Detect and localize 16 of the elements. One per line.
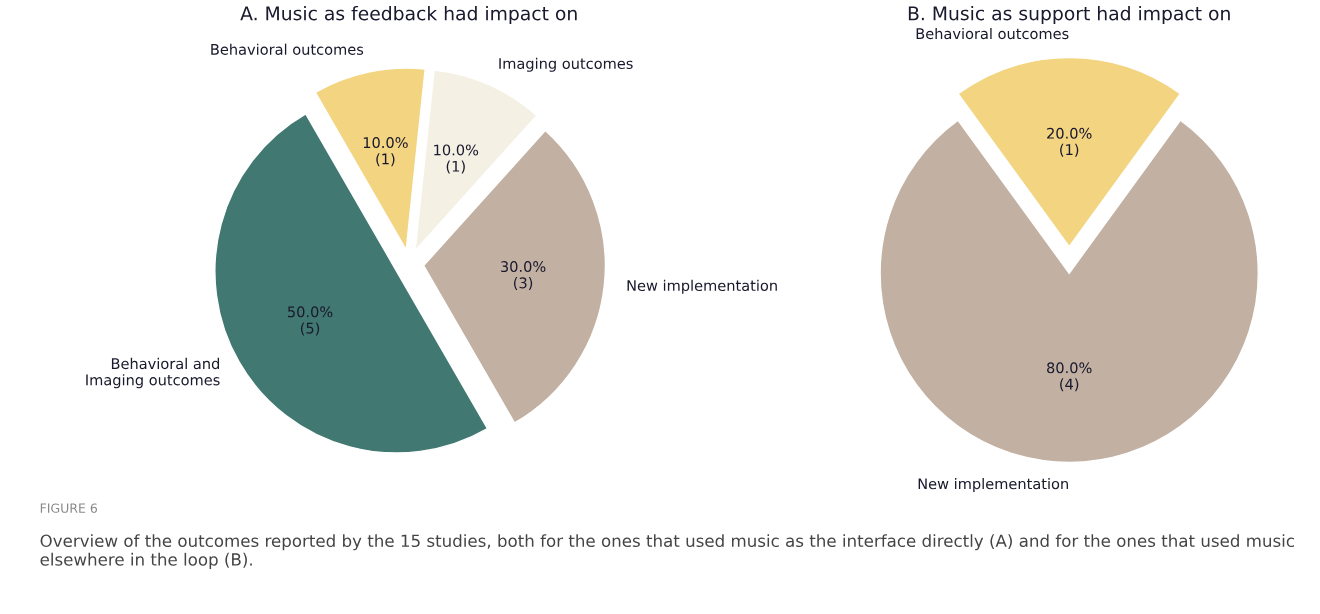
data-label: 20.0% (1) <box>1047 127 1092 157</box>
slice-label: Behavioral and Imaging outcomes <box>86 357 220 389</box>
slice-label: New implementation <box>627 279 777 294</box>
slice-label: Imaging outcomes <box>499 57 633 72</box>
slice-label: Behavioral outcomes <box>211 43 364 55</box>
chart-title: A. Music as feedback had impact on <box>240 5 577 25</box>
text: Overview of the outcomes reported by the 15 studies, both for the ones that used music as the interface directly (A) and for the ones that used music elsewhere in the loop (B). <box>40 534 1294 569</box>
chart-title: B. Music as support had impact on <box>908 5 1230 25</box>
data-label: 10.0% (1) <box>434 144 479 174</box>
data-label: 30.0% (3) <box>501 261 546 291</box>
caption: FIGURE 6 <box>40 503 98 513</box>
slice-label: New implementation <box>918 477 1068 493</box>
data-label: 10.0% (1) <box>363 137 408 167</box>
data-label: 80.0% (4) <box>1047 362 1092 392</box>
slice-label: Behavioral outcomes <box>916 27 1069 40</box>
data-label: 50.0% (5) <box>288 306 333 336</box>
